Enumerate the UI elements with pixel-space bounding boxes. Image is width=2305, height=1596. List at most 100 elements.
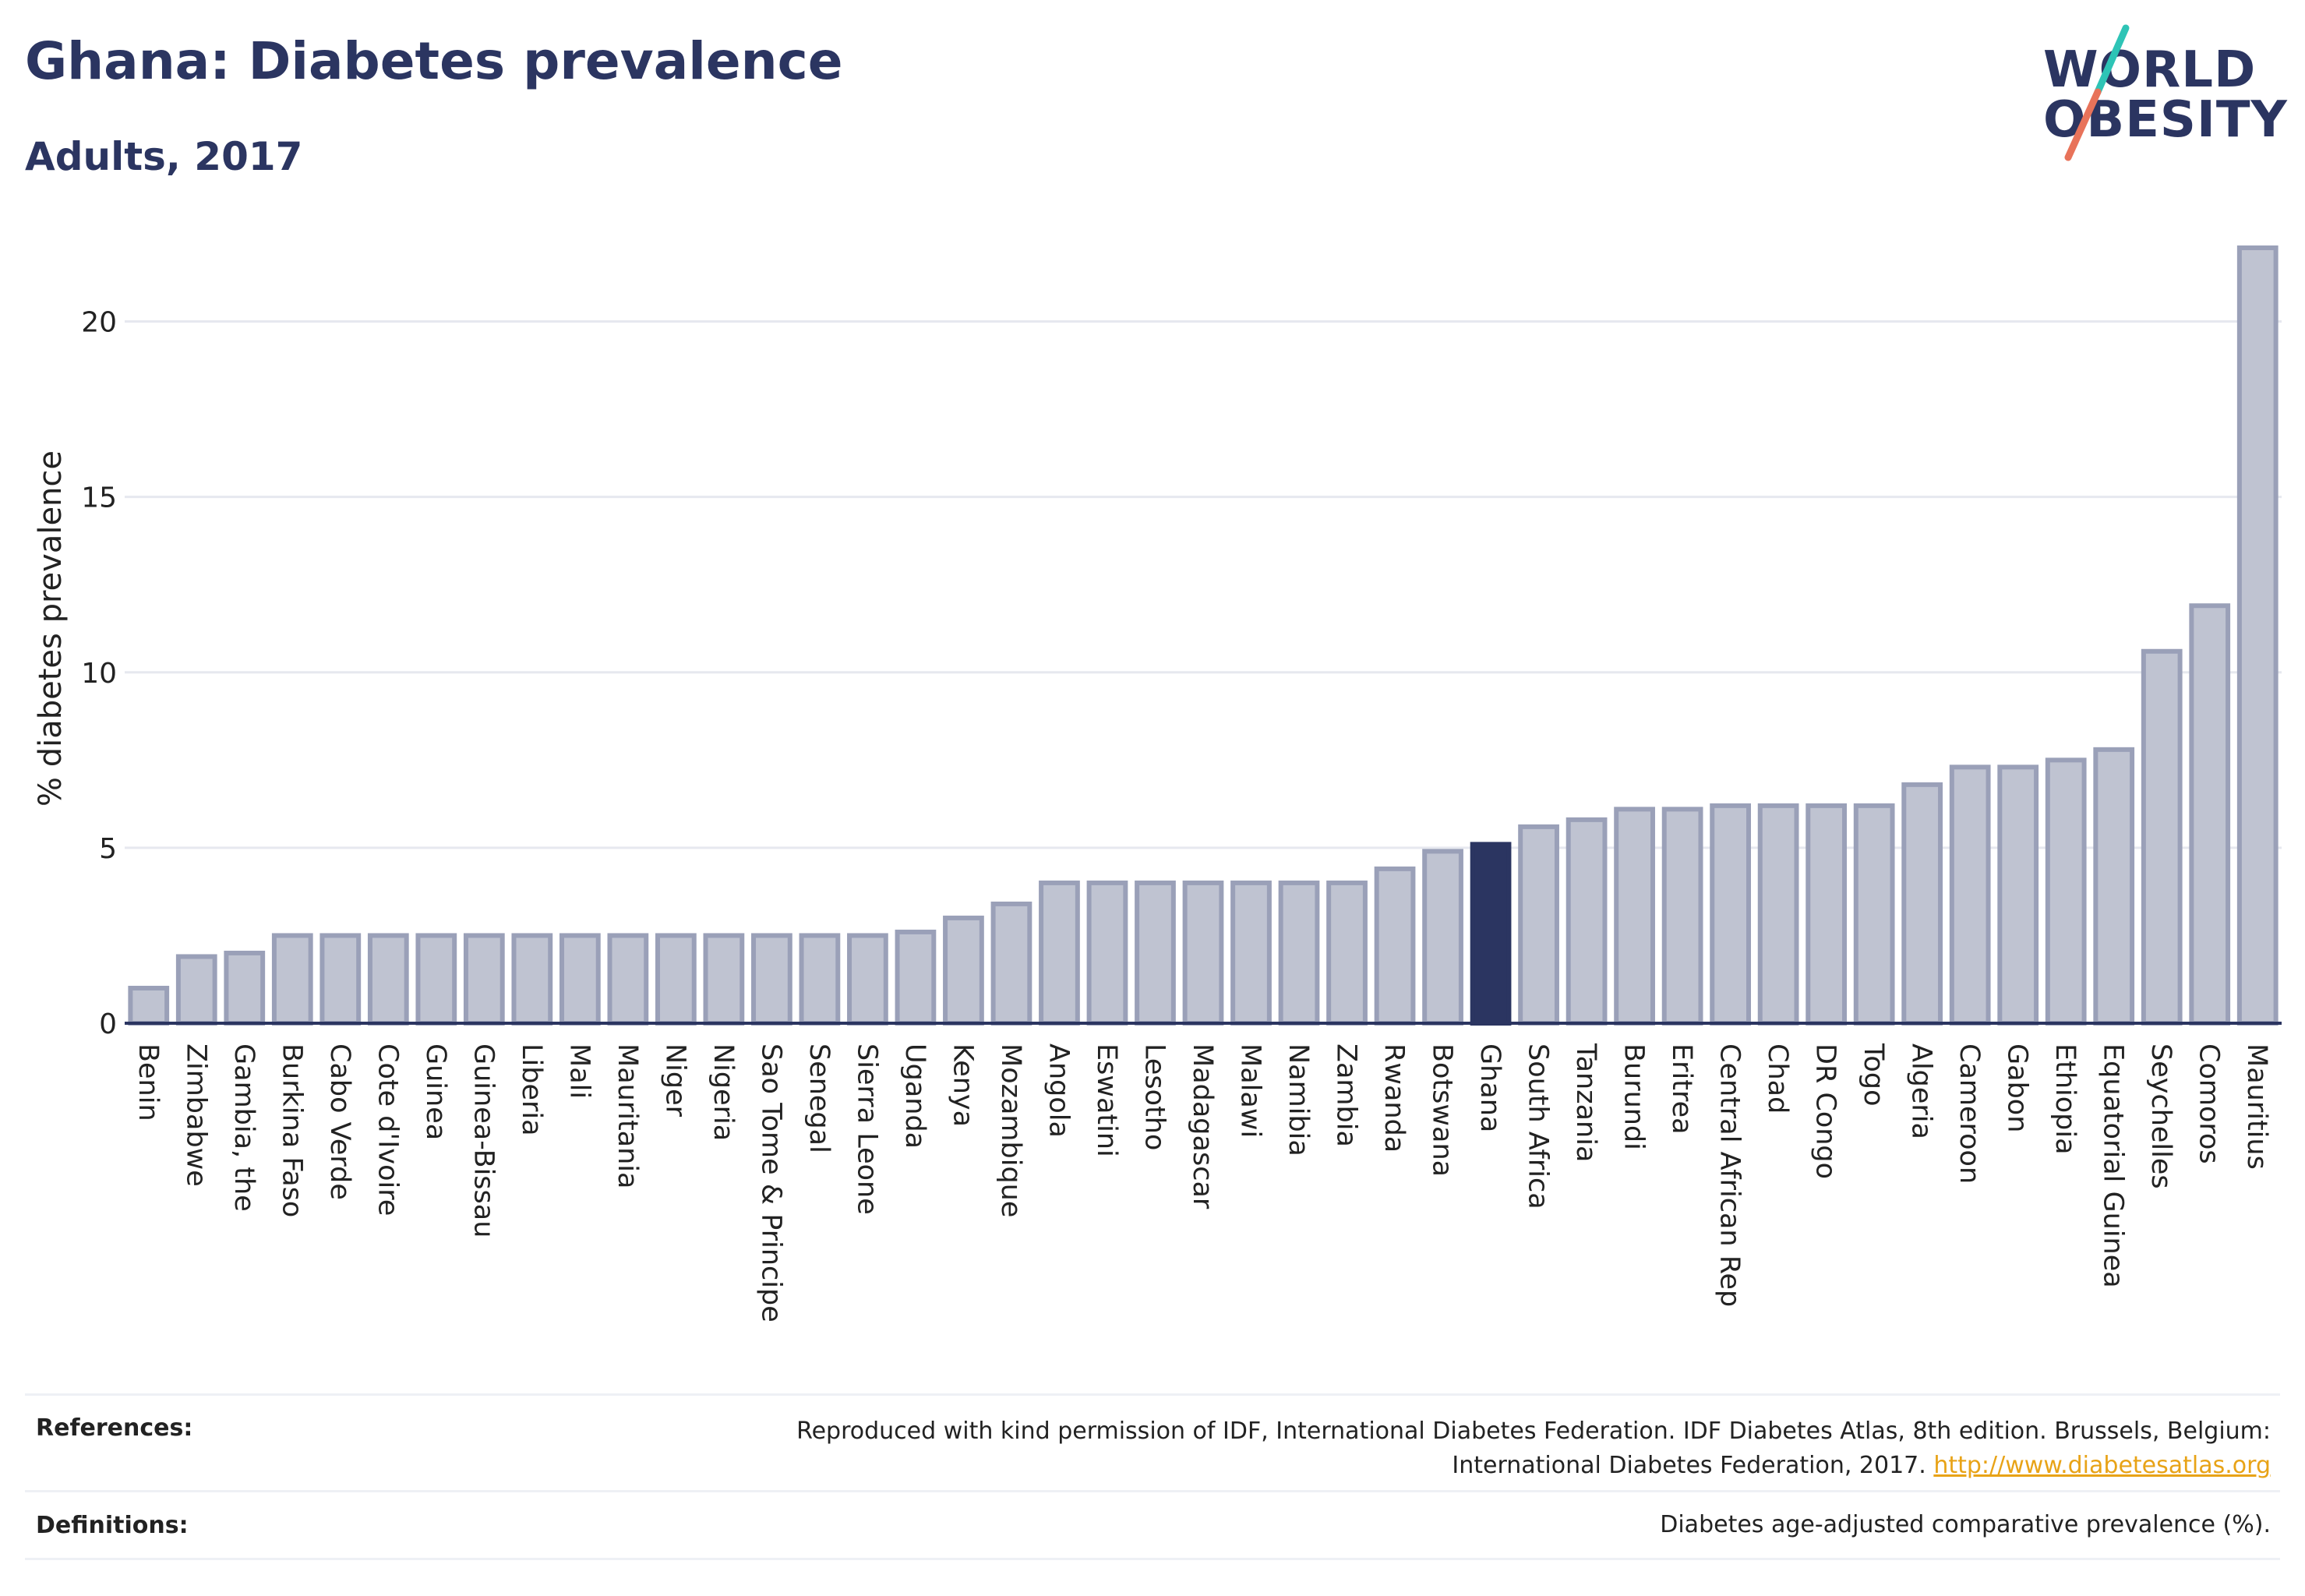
bar <box>703 933 745 1026</box>
y-axis-label: % diabetes prevalence <box>33 450 69 807</box>
x-tick-label: Burundi <box>1618 1043 1650 1150</box>
bar <box>1086 880 1128 1026</box>
logo-slash-icon <box>2064 24 2130 161</box>
x-tick-label: Sao Tome & Principe <box>755 1043 786 1322</box>
x-tick-label: Mauritania <box>612 1043 643 1188</box>
x-tick-label: South Africa <box>1523 1043 1554 1209</box>
x-tick-label: DR Congo <box>1810 1043 1841 1179</box>
x-tick-label: Comoros <box>2194 1043 2225 1164</box>
x-tick-label: Seychelles <box>2145 1043 2176 1189</box>
bar <box>1422 849 1463 1026</box>
bar <box>2236 245 2279 1026</box>
x-tick-label: Malawi <box>1235 1043 1266 1138</box>
x-tick-label: Namibia <box>1283 1043 1314 1156</box>
x-tick-label: Cabo Verde <box>324 1043 355 1200</box>
x-tick-label: Ethiopia <box>2049 1043 2081 1155</box>
world-obesity-logo: WORLD OBESITY <box>2034 23 2291 171</box>
x-tick-label: Zambia <box>1331 1043 1362 1147</box>
x-tick-label: Mali <box>563 1043 595 1099</box>
references-line-2: International Diabetes Federation, 2017. <box>1452 1452 1926 1479</box>
bar <box>1039 880 1080 1026</box>
bar <box>511 933 553 1026</box>
references-label: References: <box>36 1414 193 1442</box>
bar <box>1757 803 1799 1026</box>
bar <box>1470 842 1512 1026</box>
bar <box>367 933 409 1026</box>
x-tick-label: Senegal <box>803 1043 835 1153</box>
y-tick-label: 0 <box>99 1008 117 1040</box>
x-tick-label: Sierra Leone <box>851 1043 882 1215</box>
definitions-row: Definitions: Diabetes age-adjusted compa… <box>25 1490 2280 1560</box>
x-tick-label: Zimbabwe <box>180 1043 211 1187</box>
x-tick-label: Gabon <box>2002 1043 2033 1132</box>
x-tick-label: Nigeria <box>708 1043 739 1141</box>
x-tick-label: Uganda <box>899 1043 930 1149</box>
references-link[interactable]: http://www.diabetesatlas.org <box>1933 1452 2271 1479</box>
bar <box>1182 880 1224 1026</box>
bar <box>1565 817 1608 1026</box>
references-line-2-wrap: International Diabetes Federation, 2017.… <box>796 1449 2271 1483</box>
x-tick-label: Chad <box>1762 1043 1793 1114</box>
references-text: Reproduced with kind permission of IDF, … <box>796 1414 2280 1490</box>
bar <box>990 901 1032 1026</box>
x-tick-label: Cote d'Ivoire <box>372 1043 403 1216</box>
y-tick-label: 5 <box>99 833 117 865</box>
bar <box>655 933 697 1026</box>
bar <box>415 933 457 1026</box>
bar <box>1997 764 2039 1026</box>
definitions-label: Definitions: <box>36 1511 189 1539</box>
x-tick-label: Equatorial Guinea <box>2098 1043 2129 1288</box>
bar <box>463 933 505 1026</box>
bar <box>1901 782 1943 1026</box>
x-tick-label: Burkina Faso <box>276 1043 307 1217</box>
x-tick-label: Algeria <box>1906 1043 1937 1139</box>
x-tick-label: Togo <box>1858 1043 1889 1106</box>
x-tick-label: Ghana <box>1474 1043 1505 1132</box>
logo-line-1: WORLD <box>2043 41 2257 99</box>
bar-chart: 0 5 10 15 20 % diabetes prevalence Benin Zimbab… <box>33 245 2282 1322</box>
x-tick-label: Angola <box>1043 1043 1074 1138</box>
bar <box>943 915 984 1026</box>
bar <box>175 954 217 1026</box>
definitions-text: Diabetes age-adjusted comparative preval… <box>1660 1511 2271 1538</box>
x-tick-label: Eswatini <box>1091 1043 1122 1157</box>
x-tick-label: Eritrea <box>1666 1043 1697 1135</box>
y-tick-label: 15 <box>81 482 117 514</box>
bar <box>1853 803 1895 1026</box>
x-tick-label: Mozambique <box>995 1043 1026 1217</box>
bar <box>1135 880 1176 1026</box>
chart-title: Ghana: Diabetes prevalence <box>25 31 843 91</box>
x-tick-label: Niger <box>659 1043 690 1118</box>
x-tick-label: Guinea <box>420 1043 451 1140</box>
bar <box>2189 603 2231 1026</box>
x-tick-label: Central African Rep <box>1714 1043 1746 1307</box>
bar <box>224 950 266 1026</box>
references-row: References: Reproduced with kind permiss… <box>25 1393 2280 1490</box>
y-tick-label: 20 <box>81 307 117 339</box>
x-tick-label: Liberia <box>516 1043 547 1136</box>
bar <box>128 985 170 1026</box>
x-tick-label: Benin <box>132 1043 164 1121</box>
bar <box>1710 803 1751 1026</box>
x-tick-label: Lesotho <box>1138 1043 1170 1150</box>
x-tick-label: Tanzania <box>1570 1043 1601 1162</box>
bar <box>2093 747 2135 1026</box>
bar <box>1326 880 1368 1026</box>
bar <box>559 933 601 1026</box>
bar <box>751 933 792 1026</box>
bar <box>607 933 649 1026</box>
bar <box>2045 757 2087 1026</box>
bar <box>1374 866 1416 1026</box>
y-tick-label: 10 <box>81 658 117 690</box>
x-tick-label: Gambia, the <box>228 1043 259 1212</box>
bar <box>319 933 362 1026</box>
x-tick-label: Botswana <box>1427 1043 1458 1177</box>
bar <box>1806 803 1848 1026</box>
bar <box>799 933 841 1026</box>
bar <box>1230 880 1272 1026</box>
bar <box>847 933 888 1026</box>
chart-subtitle: Adults, 2017 <box>25 134 303 179</box>
x-tick-label: Mauritius <box>2241 1043 2272 1170</box>
x-tick-label: Guinea-Bissau <box>468 1043 499 1238</box>
bar <box>1278 880 1320 1026</box>
